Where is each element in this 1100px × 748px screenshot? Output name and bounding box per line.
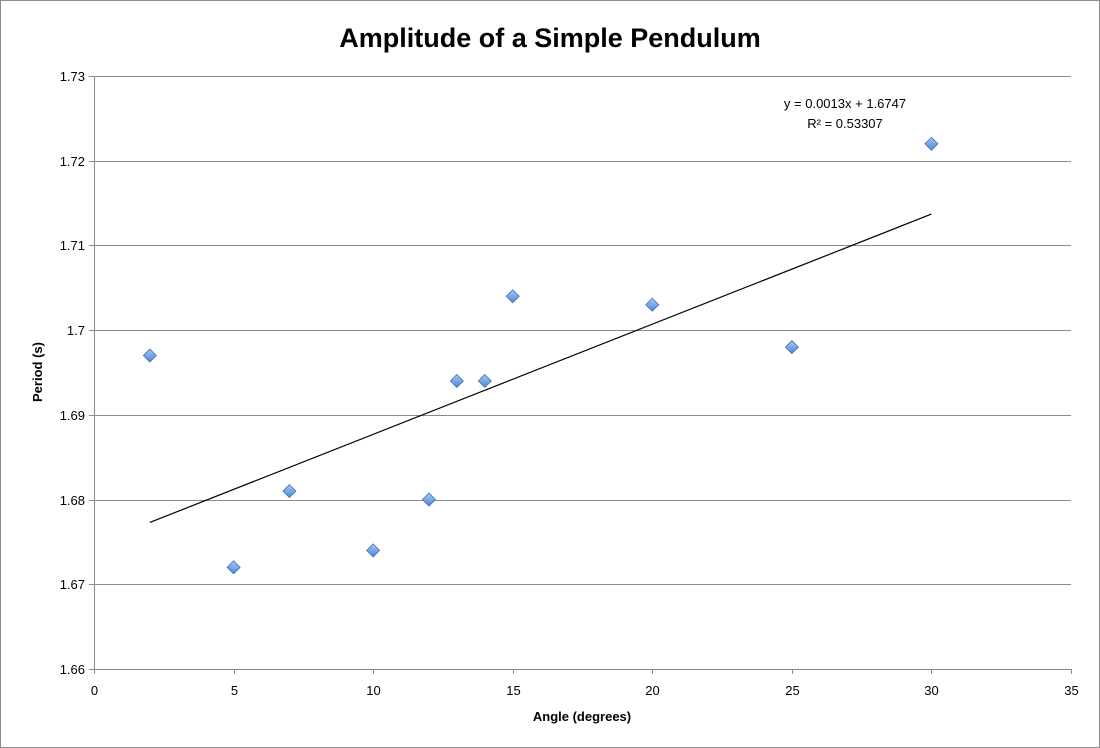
y-tick-label: 1.67: [60, 577, 85, 592]
data-point: [226, 560, 241, 575]
trendline: [149, 213, 932, 524]
data-point: [142, 348, 157, 363]
r-squared-label: R² = 0.53307: [807, 116, 883, 131]
trendline-layer: [149, 213, 932, 524]
y-tick-label: 1.7: [67, 323, 85, 338]
y-tick-label: 1.69: [60, 408, 85, 423]
data-point: [477, 373, 492, 389]
data-point: [421, 492, 437, 507]
axes: [94, 76, 1072, 674]
y-tick-label: 1.68: [60, 493, 85, 508]
y-tick-label: 1.66: [60, 662, 85, 677]
x-tick-label: 35: [1064, 683, 1078, 698]
x-tick-label: 30: [924, 683, 938, 698]
y-tick-label: 1.72: [60, 154, 85, 169]
data-point: [924, 136, 939, 151]
y-tick-label: 1.71: [60, 238, 85, 253]
x-tick-label: 20: [645, 683, 659, 698]
data-point: [282, 484, 297, 499]
x-tick-label: 5: [231, 683, 238, 698]
trendline-equation: y = 0.0013x + 1.6747: [784, 96, 906, 111]
gridlines: [89, 76, 1071, 670]
y-axis-title: Period (s): [30, 342, 45, 402]
x-tick-label: 25: [785, 683, 799, 698]
data-point: [784, 340, 799, 355]
data-point: [505, 289, 520, 304]
y-tick-label: 1.73: [60, 69, 85, 84]
data-points: [142, 136, 939, 575]
data-point: [645, 297, 660, 312]
tick-labels: 1.66 1.67 1.68 1.69 1.7 1.71 1.72 1.73 0 5 10 15 20 2…: [60, 69, 1079, 698]
data-point: [366, 543, 381, 558]
chart-title: Amplitude of a Simple Pendulum: [339, 23, 761, 53]
x-tick-label: 15: [506, 683, 520, 698]
x-axis-title: Angle (degrees): [533, 709, 631, 724]
x-tick-label: 0: [91, 683, 98, 698]
data-point: [449, 373, 464, 389]
x-tick-label: 10: [366, 683, 380, 698]
